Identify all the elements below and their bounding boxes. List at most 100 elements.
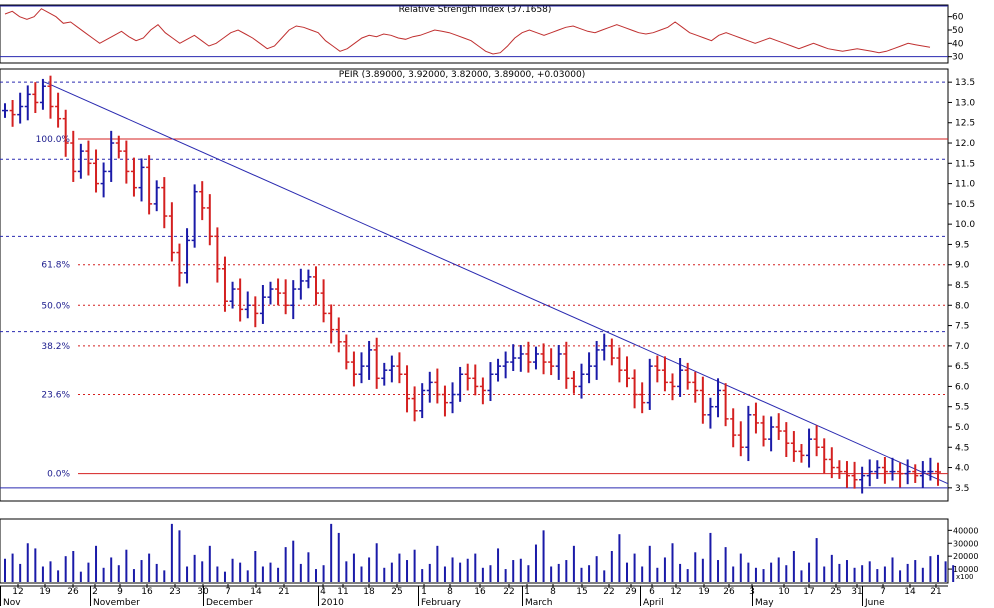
price-bar [601, 333, 608, 361]
price-bar [350, 351, 357, 387]
price-bar [715, 378, 722, 418]
volume-tick-label: 30000 [953, 539, 978, 548]
price-bar [100, 162, 107, 198]
price-bar [449, 382, 456, 414]
price-bar [570, 371, 577, 394]
price-bar [426, 371, 433, 403]
price-bar [768, 416, 775, 452]
fib-level-label: 0.0% [47, 470, 70, 480]
price-bar [221, 256, 228, 312]
price-bar [62, 109, 69, 157]
x-tick-label: 12 [12, 587, 23, 597]
price-bar [586, 352, 593, 384]
price-y-ticks: 3.5 4.0 4.5 5.0 5.5 6.0 6.5 7.0 7.5 8.0 8.5 9.0 9.5 1… [948, 78, 975, 494]
price-bar [874, 460, 881, 479]
month-label: Nov [3, 598, 21, 608]
price-bar [24, 85, 31, 121]
price-bar [472, 364, 479, 396]
price-bar [17, 92, 24, 124]
price-bar [563, 341, 570, 389]
x-tick-label: 18 [363, 587, 375, 597]
price-bar [919, 461, 926, 488]
fib-level-label: 50.0% [41, 301, 70, 311]
price-bar [669, 373, 676, 401]
fib-level-label: 61.8% [41, 261, 70, 271]
price-bar [487, 362, 494, 402]
month-label: November [93, 598, 140, 608]
price-bar [313, 266, 319, 306]
price-panel: PEIR (3.89000, 3.92000, 3.82000, 3.89000… [0, 68, 975, 502]
price-tick-label: 6.0 [955, 382, 970, 392]
x-tick-label: 2 [92, 587, 98, 597]
price-tick-label: 6.5 [955, 362, 969, 372]
rsi-tick-label: 50 [952, 26, 964, 36]
price-bar [244, 291, 251, 319]
price-bar [373, 337, 380, 389]
price-bar [639, 382, 646, 414]
volume-panel: 10000 20000 30000 40000 x100 [0, 518, 978, 584]
rsi-line [4, 8, 931, 55]
price-bar [699, 376, 706, 424]
rsi-tick-label: 40 [952, 39, 964, 49]
price-tick-label: 7.5 [955, 322, 969, 332]
price-bar [115, 135, 122, 159]
x-tick-label: 15 [576, 587, 587, 597]
price-bar [730, 408, 737, 448]
price-bar [39, 78, 46, 110]
fib-level-label: 23.6% [41, 391, 70, 401]
price-bar [130, 157, 137, 197]
price-bar [419, 383, 426, 419]
price-bar [434, 368, 441, 404]
price-bar [593, 340, 600, 380]
price-bars [2, 75, 941, 494]
price-bar [798, 444, 805, 463]
price-bar [93, 149, 100, 193]
price-bar [161, 177, 168, 229]
month-label: February [421, 598, 462, 608]
price-bar [404, 365, 411, 413]
rsi-tick-label: 60 [952, 13, 964, 23]
month-label: April [643, 598, 664, 608]
price-bar [654, 355, 661, 383]
price-bar [252, 296, 259, 328]
x-tick-label: 21 [278, 587, 289, 597]
volume-tick-label: 10000 [953, 565, 978, 574]
price-bar [297, 268, 304, 300]
price-bar [760, 415, 767, 447]
price-bar [55, 92, 62, 128]
price-bar [525, 341, 532, 373]
rsi-tick-label: 30 [952, 53, 964, 63]
price-bar [737, 421, 744, 457]
price-bar [889, 457, 896, 481]
price-bar [624, 356, 630, 388]
volume-tick-label: 20000 [953, 552, 978, 561]
price-bar [904, 459, 911, 485]
x-tick-label: 19 [39, 587, 51, 597]
month-label: December [206, 598, 253, 608]
price-bar [290, 280, 297, 320]
x-tick-label: 12 [670, 587, 681, 597]
price-bar [184, 228, 191, 284]
price-bar [578, 363, 585, 399]
price-bar [191, 184, 198, 248]
x-tick-label: 10 [778, 587, 790, 597]
price-bar [859, 466, 866, 494]
x-tick-label: 14 [250, 587, 262, 597]
price-bar [441, 385, 448, 417]
price-tick-label: 8.0 [955, 301, 970, 311]
price-tick-label: 11.0 [955, 180, 975, 190]
price-bar [532, 346, 539, 370]
price-bar [631, 369, 638, 409]
price-frame [0, 68, 949, 502]
price-bar [745, 405, 752, 462]
price-tick-label: 13.5 [955, 78, 975, 88]
price-bar [464, 363, 471, 391]
x-tick-label: 8 [447, 587, 453, 597]
trendline [44, 81, 949, 485]
x-tick-label: 4 [320, 587, 326, 597]
price-bar [836, 460, 843, 479]
rsi-frame [0, 4, 949, 64]
volume-unit: x100 [956, 573, 974, 581]
x-tick-label: 16 [474, 587, 486, 597]
